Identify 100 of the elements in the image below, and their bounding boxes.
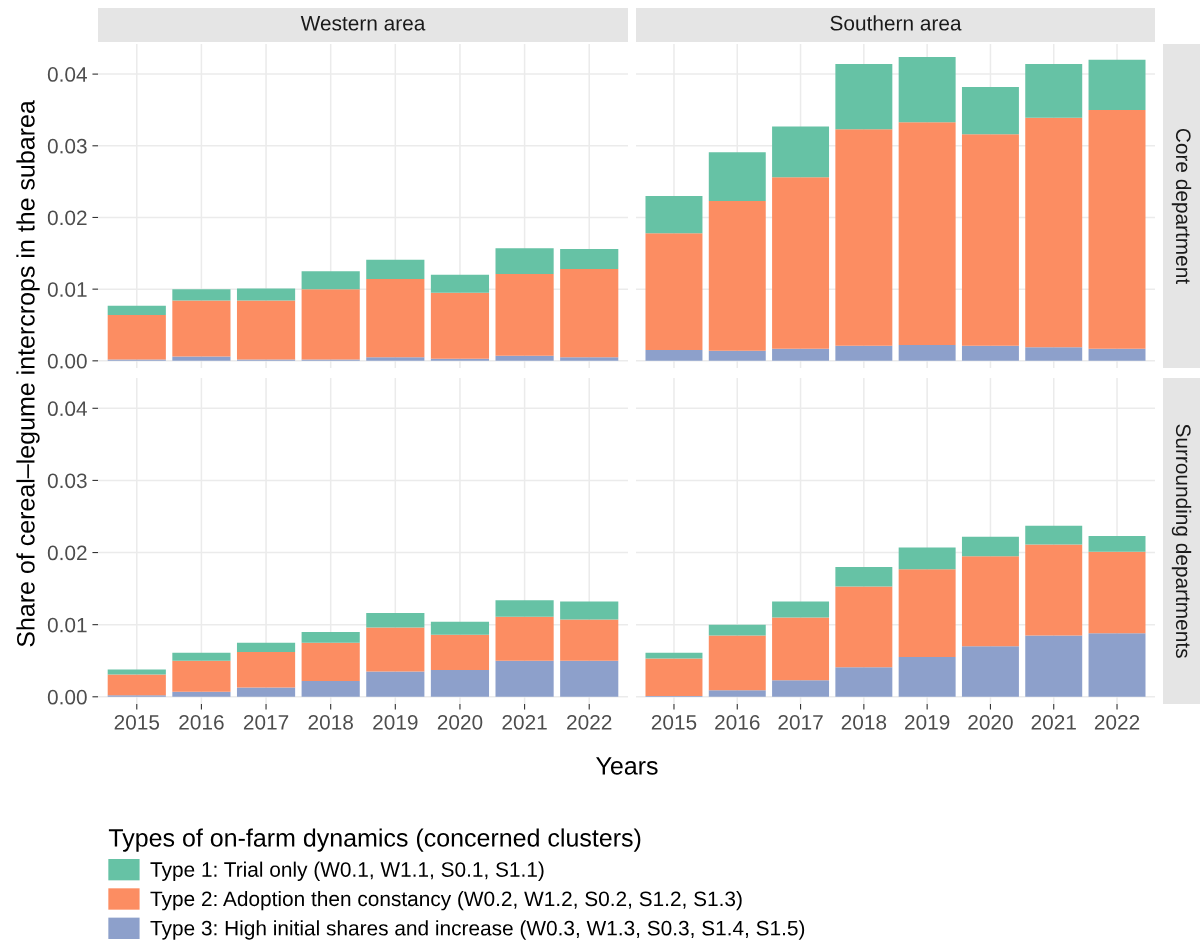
y-tick-label: 0.03 <box>47 473 87 489</box>
bar <box>1088 348 1146 361</box>
text: Surrounding departments <box>1171 424 1192 658</box>
bar <box>301 289 360 360</box>
legend-title: Types of on-farm dynamics (concerned clusters) <box>108 828 641 852</box>
x-tick-label: 2015 <box>114 714 160 730</box>
bar <box>708 350 766 361</box>
bar <box>560 619 619 661</box>
x-axis-title: Years <box>596 757 658 775</box>
bar <box>366 259 425 280</box>
bar <box>430 670 490 697</box>
x-tick-label: 2017 <box>243 714 289 730</box>
legend-label: Type 2: Adoption then constancy (W0.2, W1.2, S0.2, S1.2, S1.3) <box>150 890 742 911</box>
bar <box>236 288 296 301</box>
bar <box>708 624 766 636</box>
x-tick-label: 2015 <box>651 714 697 730</box>
y-tick-label: 0.00 <box>47 353 87 369</box>
bar <box>961 87 1019 135</box>
bar <box>560 660 619 697</box>
bar <box>560 357 619 361</box>
bar <box>772 126 830 178</box>
bar <box>430 634 490 671</box>
bar <box>560 249 619 270</box>
bar <box>301 680 360 697</box>
bar <box>366 279 425 358</box>
bar <box>560 269 619 358</box>
bar <box>835 586 893 668</box>
bar <box>645 652 703 659</box>
bar <box>961 134 1019 346</box>
bar <box>301 631 360 643</box>
bar <box>1088 551 1146 634</box>
bar <box>1025 635 1083 697</box>
bar <box>645 233 703 351</box>
chart-title: Southern area <box>830 15 962 31</box>
bar <box>495 274 554 356</box>
y-tick-label: 0.04 <box>47 67 87 82</box>
x-tick-label: 2018 <box>308 714 353 730</box>
bar <box>366 671 425 697</box>
x-tick-label: 2019 <box>905 714 950 730</box>
bar <box>495 616 554 661</box>
bar <box>898 569 956 658</box>
bar <box>430 274 490 293</box>
x-tick-label: 2020 <box>968 714 1013 730</box>
bar <box>366 357 425 361</box>
bar <box>172 652 231 661</box>
text: Core department <box>1171 128 1192 285</box>
bar <box>898 547 956 570</box>
bar <box>430 292 490 359</box>
bar <box>560 601 619 620</box>
bar <box>645 350 703 361</box>
bar <box>301 642 360 681</box>
x-tick-label: 2021 <box>502 714 547 730</box>
bar <box>772 601 830 618</box>
x-tick-label: 2016 <box>179 714 224 730</box>
y-tick-label: 0.00 <box>47 689 87 705</box>
bar <box>172 289 231 301</box>
bar <box>835 64 893 130</box>
bar <box>772 177 830 349</box>
bar <box>708 200 766 351</box>
bar <box>495 660 554 697</box>
bar <box>772 617 830 681</box>
bar <box>495 600 554 617</box>
bar <box>1025 544 1083 636</box>
bar <box>236 652 296 688</box>
x-tick-label: 2018 <box>841 714 887 730</box>
bar <box>495 248 554 275</box>
bar <box>236 300 296 360</box>
bar <box>1088 109 1146 349</box>
bar <box>107 314 166 360</box>
bar <box>708 152 766 201</box>
bar <box>172 691 231 697</box>
bar <box>1025 117 1083 348</box>
bar <box>772 680 830 697</box>
bar <box>495 355 554 361</box>
bar <box>107 669 166 675</box>
bar <box>961 646 1019 697</box>
y-tick-label: 0.04 <box>47 401 87 417</box>
chart-title: Western area <box>300 16 426 31</box>
x-tick-label: 2017 <box>778 714 823 730</box>
bar <box>645 658 703 697</box>
bar <box>835 345 893 361</box>
y-axis-title: Share of cereal–legume intercrops in the subarea <box>16 100 40 647</box>
legend-label: Type 3: High initial shares and increase (W0.3, W1.3, S0.3, S1.4, S1.5) <box>150 920 805 940</box>
bar <box>172 356 231 361</box>
bar <box>708 635 766 691</box>
bar <box>107 674 166 696</box>
bar <box>107 305 166 315</box>
bar <box>172 300 231 357</box>
y-tick-label: 0.01 <box>47 282 87 297</box>
y-tick-label: 0.02 <box>47 545 87 561</box>
bar <box>708 690 766 697</box>
bar <box>961 345 1019 361</box>
bar <box>1088 633 1146 697</box>
bar <box>430 621 490 635</box>
bar <box>430 358 490 361</box>
bar <box>236 687 296 697</box>
bar <box>961 556 1019 647</box>
x-tick-label: 2019 <box>373 714 418 730</box>
bar <box>961 536 1019 557</box>
bar <box>1088 535 1146 552</box>
